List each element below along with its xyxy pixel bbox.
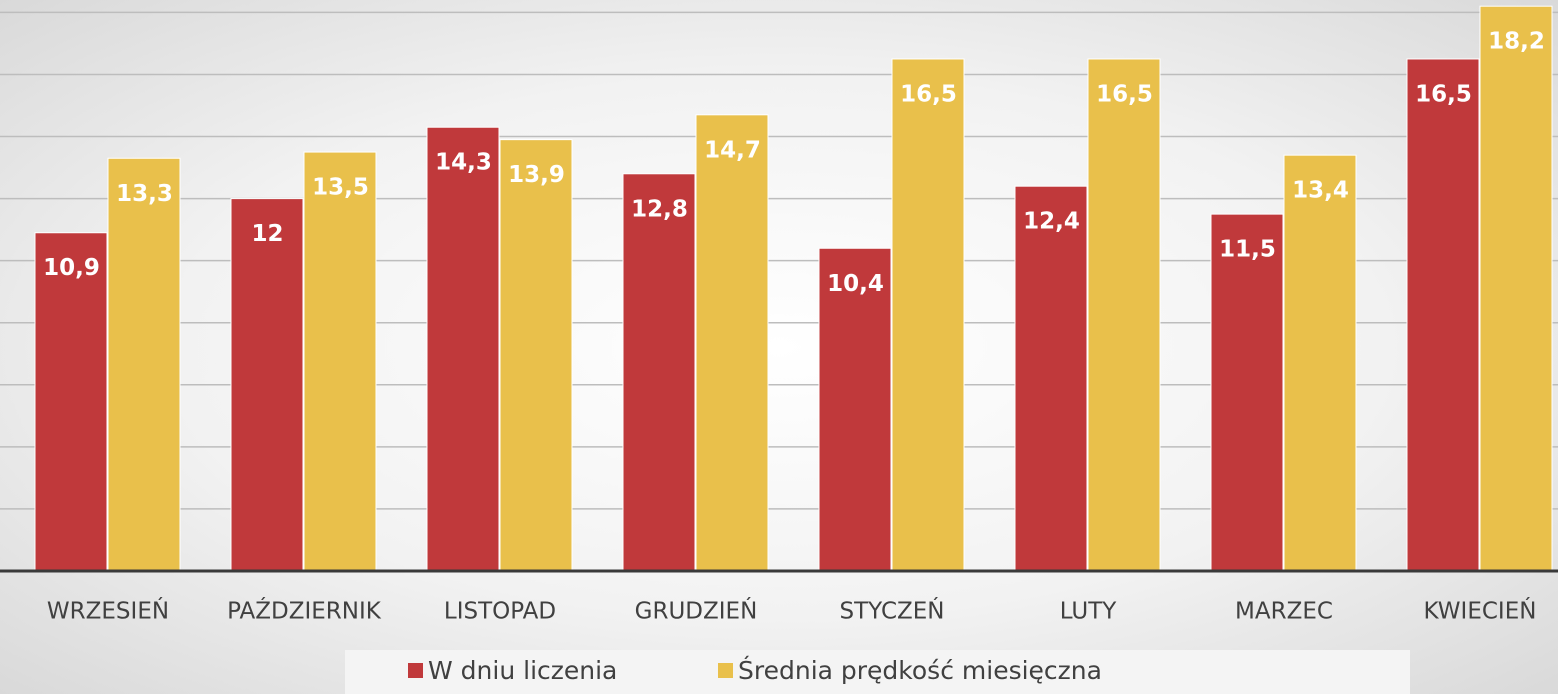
bar [622,173,696,572]
bar [1014,185,1088,572]
data-label: 14,3 [435,150,492,176]
data-label: 12,4 [1023,209,1080,235]
bar [1210,213,1284,572]
bar [1087,58,1161,572]
x-tick-label: KWIECIEŃ [1424,597,1537,625]
legend-label: Średnia prędkość miesięczna [738,655,1102,685]
x-tick-label: GRUDZIEŃ [635,597,758,625]
data-label: 12,8 [631,196,688,222]
data-label: 10,9 [43,255,100,281]
bar [230,198,304,572]
bar [107,157,181,572]
data-label: 13,4 [1292,178,1349,204]
data-label: 13,5 [312,175,369,201]
x-tick-label: LISTOPAD [444,599,556,625]
legend-swatch [408,663,423,678]
legend-label: W dniu liczenia [428,656,617,685]
data-label: 16,5 [900,81,957,107]
bar [1283,154,1357,572]
bar [891,58,965,572]
x-tick-label: LUTY [1060,599,1118,625]
bar [426,126,500,572]
legend-box [345,650,1410,694]
bar [818,247,892,572]
data-label: 16,5 [1096,81,1153,107]
bar [303,151,377,572]
x-tick-label: MARZEC [1235,599,1333,625]
bar [499,139,573,572]
bar [1479,5,1553,572]
legend-swatch [718,663,733,678]
data-label: 13,3 [116,181,173,207]
data-label: 18,2 [1488,29,1545,55]
x-tick-label: STYCZEŃ [840,597,945,625]
data-label: 14,7 [704,137,761,163]
data-label: 12 [251,221,283,247]
data-label: 16,5 [1415,81,1472,107]
data-label: 10,4 [827,271,884,297]
bar [695,114,769,572]
bar [1406,58,1480,572]
data-label: 13,9 [508,162,565,188]
data-label: 11,5 [1219,237,1276,263]
x-tick-label: WRZESIEŃ [47,597,169,625]
bar [34,232,108,572]
x-tick-label: PAŹDZIERNIK [227,597,382,625]
